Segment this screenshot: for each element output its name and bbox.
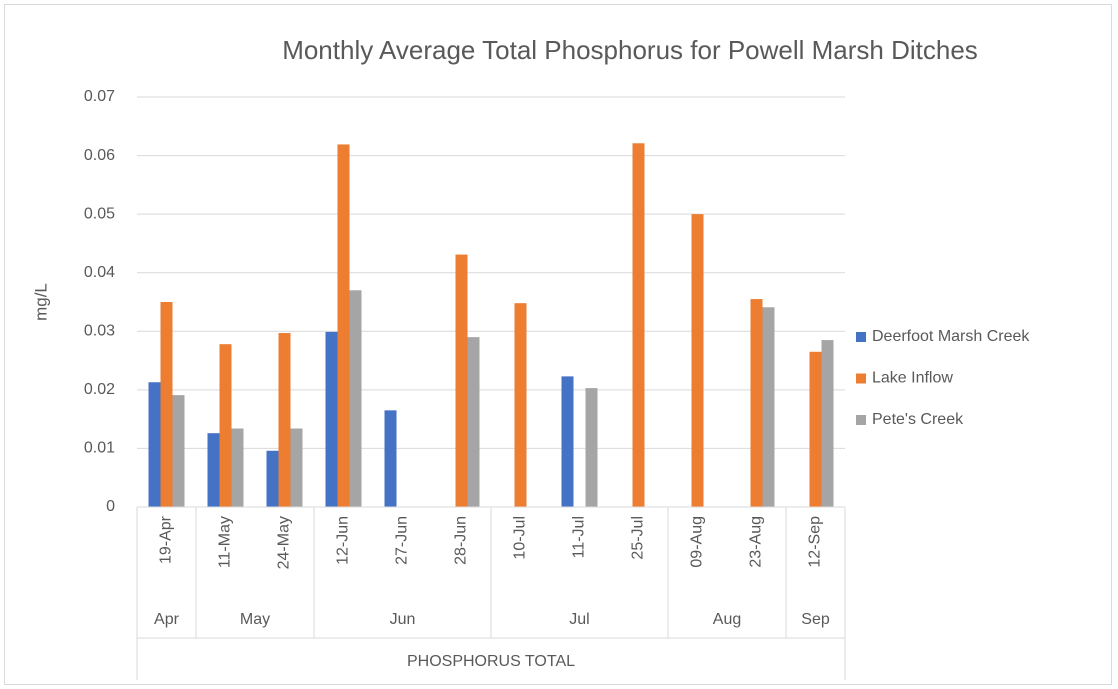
- bar: [762, 307, 775, 507]
- group-label: Apr: [154, 611, 180, 628]
- group-label: Sep: [801, 611, 830, 628]
- x-tick-label: 28-Jun: [453, 516, 470, 565]
- legend-swatch: [856, 373, 866, 384]
- chart-frame: [4, 4, 1112, 685]
- x-tick-label: 10-Jul: [512, 516, 529, 560]
- legend-label: Deerfoot Marsh Creek: [872, 328, 1030, 345]
- legend-label: Pete's Creek: [872, 411, 964, 428]
- bar: [160, 302, 173, 507]
- bar: [231, 428, 244, 507]
- bar: [349, 290, 362, 507]
- y-tick-label: 0.03: [84, 323, 115, 340]
- bar: [278, 333, 291, 507]
- bar: [384, 410, 397, 507]
- bar: [325, 331, 338, 507]
- group-label: Aug: [713, 611, 741, 628]
- bar: [821, 340, 834, 507]
- legend-swatch: [856, 415, 866, 425]
- bar: [691, 214, 704, 507]
- y-tick-label: 0.02: [84, 381, 115, 398]
- y-tick-label: 0.05: [84, 205, 115, 222]
- group-label: Jul: [569, 611, 589, 628]
- bar: [172, 395, 185, 507]
- bar: [455, 254, 468, 507]
- y-tick-label: 0: [106, 498, 115, 515]
- bar: [585, 388, 598, 507]
- x-tick-label: 09-Aug: [689, 516, 706, 568]
- bar: [561, 376, 574, 507]
- legend-label: Lake Inflow: [872, 370, 953, 387]
- legend-swatch: [856, 332, 866, 342]
- group-label: Jun: [390, 611, 416, 628]
- bar: [266, 450, 279, 507]
- x-tick-label: 24-May: [276, 516, 293, 569]
- x-tick-label: 25-Jul: [630, 516, 647, 560]
- chart-title: Monthly Average Total Phosphorus for Pow…: [282, 35, 978, 65]
- group-label: May: [240, 611, 270, 628]
- x-tick-label: 19-Apr: [158, 515, 175, 564]
- y-tick-label: 0.01: [84, 440, 115, 457]
- bar: [207, 433, 220, 507]
- x-tick-label: 12-Jun: [335, 516, 352, 565]
- bar: [219, 344, 232, 507]
- x-tick-label: 27-Jun: [394, 516, 411, 565]
- bar: [467, 337, 480, 507]
- bar: [750, 299, 763, 507]
- y-tick-label: 0.07: [84, 88, 115, 105]
- bar: [290, 428, 303, 507]
- x-tick-label: 11-Jul: [571, 516, 588, 558]
- bar: [337, 144, 350, 507]
- bar: [809, 351, 822, 507]
- y-tick-label: 0.04: [84, 264, 115, 281]
- bar: [148, 382, 161, 507]
- x-tick-label: 23-Aug: [748, 516, 765, 568]
- bar: [514, 303, 527, 507]
- y-axis-label: mg/L: [31, 283, 50, 321]
- x-tick-label: 12-Sep: [807, 516, 824, 568]
- x-tick-label: 11-May: [217, 516, 234, 568]
- bar: [632, 143, 645, 507]
- x-axis-label: PHOSPHORUS TOTAL: [407, 653, 575, 670]
- y-tick-label: 0.06: [84, 147, 115, 164]
